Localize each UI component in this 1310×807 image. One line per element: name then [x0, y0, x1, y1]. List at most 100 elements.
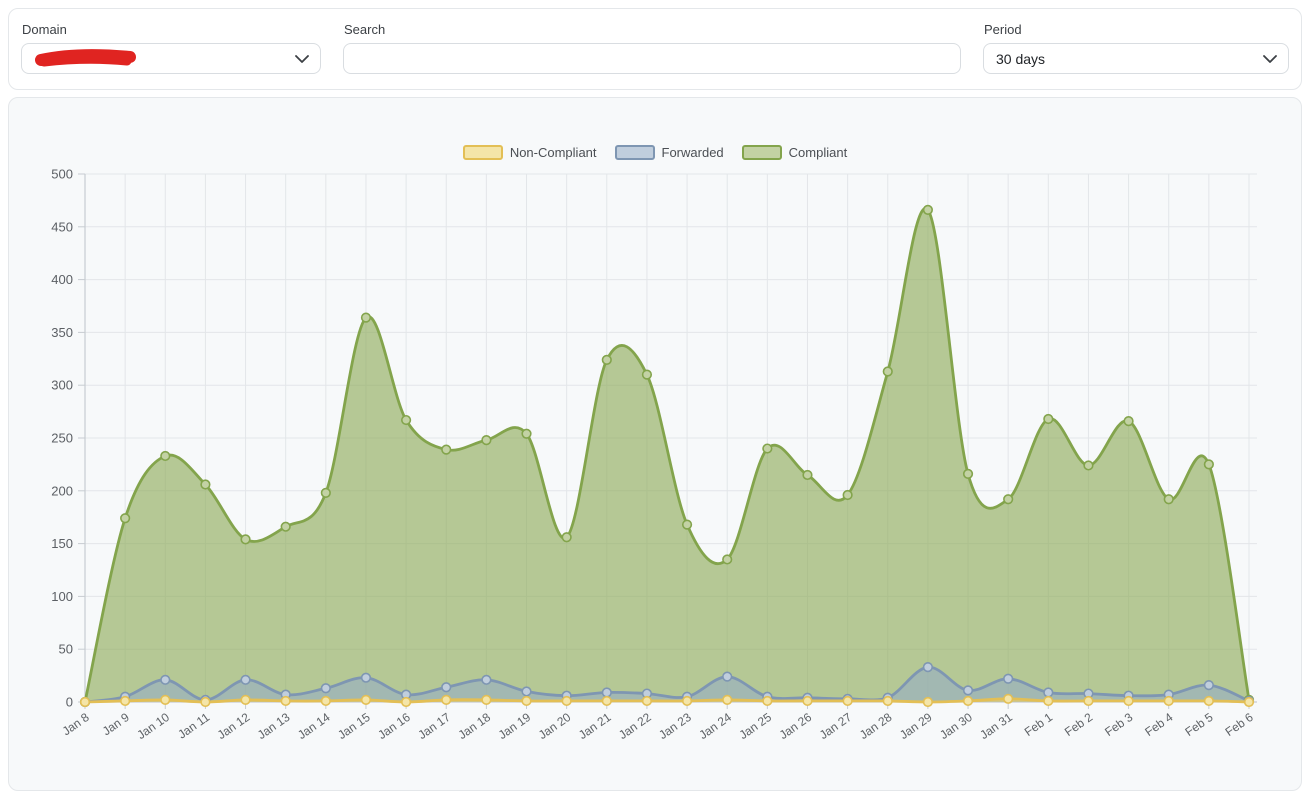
marker-compliant-jan-30[interactable] [962, 468, 974, 480]
marker-compliant-jan-31[interactable] [1003, 494, 1014, 505]
marker-compliant-jan-10[interactable] [160, 450, 171, 462]
marker-forwarded-jan-17[interactable] [441, 682, 452, 693]
marker-non-compliant-jan-9[interactable] [120, 695, 131, 707]
marker-forwarded-jan-29[interactable] [922, 662, 933, 673]
marker-compliant-feb-4[interactable] [1163, 494, 1174, 505]
marker-non-compliant-jan-15[interactable] [360, 694, 372, 705]
x-tick-label: Feb 2 [1062, 710, 1095, 739]
marker-non-compliant-jan-24[interactable] [722, 694, 733, 705]
marker-non-compliant-jan-18[interactable] [481, 694, 492, 705]
marker-non-compliant-feb-4[interactable] [1163, 695, 1174, 707]
x-tick-label: Jan 26 [777, 710, 815, 742]
x-tick-label: Jan 16 [375, 710, 413, 742]
marker-compliant-jan-28[interactable] [882, 366, 893, 377]
marker-forwarded-jan-31[interactable] [1003, 673, 1014, 684]
marker-compliant-jan-13[interactable] [280, 521, 291, 532]
period-field: Period 30 days [983, 21, 1289, 74]
marker-forwarded-jan-15[interactable] [360, 672, 372, 683]
marker-compliant-jan-9[interactable] [120, 513, 131, 524]
chevron-down-icon [1263, 54, 1277, 63]
marker-forwarded-feb-1[interactable] [1043, 687, 1054, 698]
marker-non-compliant-feb-3[interactable] [1123, 695, 1134, 707]
marker-compliant-feb-1[interactable] [1043, 413, 1054, 425]
marker-compliant-jan-27[interactable] [842, 489, 853, 501]
marker-forwarded-jan-19[interactable] [521, 686, 532, 697]
x-tick-label: Jan 31 [977, 710, 1015, 742]
legend-item-compliant[interactable]: Compliant [741, 145, 847, 160]
marker-non-compliant-jan-25[interactable] [762, 695, 773, 707]
search-input[interactable] [343, 43, 961, 74]
marker-compliant-jan-11[interactable] [200, 479, 211, 490]
y-tick-label: 400 [51, 272, 73, 287]
x-tick-label: Jan 28 [857, 710, 895, 742]
marker-non-compliant-jan-28[interactable] [882, 695, 893, 707]
marker-compliant-feb-3[interactable] [1123, 416, 1134, 427]
marker-compliant-jan-14[interactable] [320, 487, 331, 499]
marker-non-compliant-jan-27[interactable] [842, 695, 853, 707]
marker-compliant-jan-23[interactable] [681, 519, 693, 530]
marker-compliant-jan-19[interactable] [521, 428, 532, 439]
marker-compliant-jan-16[interactable] [401, 414, 412, 426]
marker-non-compliant-jan-10[interactable] [160, 694, 171, 705]
marker-compliant-jan-20[interactable] [561, 532, 572, 543]
marker-forwarded-jan-12[interactable] [240, 674, 251, 685]
marker-non-compliant-feb-1[interactable] [1043, 695, 1054, 707]
marker-forwarded-jan-10[interactable] [160, 674, 171, 685]
domain-select[interactable] [21, 43, 321, 74]
marker-non-compliant-jan-31[interactable] [1003, 693, 1014, 704]
marker-non-compliant-jan-12[interactable] [240, 694, 251, 705]
marker-non-compliant-jan-14[interactable] [320, 695, 331, 707]
y-tick-label: 250 [51, 431, 73, 446]
y-tick-label: 450 [51, 219, 73, 234]
marker-non-compliant-jan-29[interactable] [922, 696, 933, 708]
marker-non-compliant-jan-16[interactable] [401, 696, 412, 708]
y-tick-label: 50 [59, 642, 73, 657]
marker-compliant-feb-2[interactable] [1083, 460, 1094, 471]
chart-card: Non-Compliant Forwarded Compliant 0 50 100 15… [8, 97, 1302, 791]
marker-forwarded-jan-18[interactable] [481, 674, 492, 685]
marker-forwarded-jan-30[interactable] [962, 685, 974, 696]
marker-compliant-jan-12[interactable] [240, 534, 251, 545]
x-tick-label: Feb 3 [1102, 710, 1135, 739]
marker-non-compliant-jan-26[interactable] [802, 695, 813, 707]
marker-compliant-jan-29[interactable] [922, 204, 933, 216]
x-tick-label: Jan 14 [295, 710, 333, 742]
marker-compliant-jan-21[interactable] [601, 354, 612, 365]
marker-non-compliant-jan-30[interactable] [962, 695, 974, 707]
y-tick-label: 150 [51, 536, 73, 551]
legend-item-forwarded[interactable]: Forwarded [614, 145, 724, 160]
compliance-area-chart[interactable]: 0 50 100 150 200 250 300 350 400 450 500 Jan 8 Jan 9… [9, 98, 1301, 790]
x-tick-label: Jan 13 [255, 710, 293, 742]
marker-compliant-jan-26[interactable] [802, 469, 813, 481]
marker-compliant-jan-15[interactable] [360, 312, 372, 323]
marker-compliant-jan-24[interactable] [722, 554, 733, 565]
marker-compliant-jan-18[interactable] [481, 435, 492, 446]
marker-non-compliant-feb-6[interactable] [1243, 696, 1255, 708]
marker-non-compliant-feb-2[interactable] [1083, 695, 1094, 707]
period-label: Period [984, 22, 1022, 37]
marker-non-compliant-jan-20[interactable] [561, 695, 572, 707]
marker-non-compliant-jan-17[interactable] [441, 694, 452, 705]
marker-forwarded-jan-21[interactable] [601, 687, 612, 698]
y-tick-label: 0 [66, 695, 73, 710]
legend-swatch-compliant [741, 145, 782, 160]
domain-label: Domain [22, 22, 67, 37]
period-select[interactable]: 30 days [983, 43, 1289, 74]
marker-non-compliant-jan-13[interactable] [280, 695, 291, 707]
x-tick-label: Jan 10 [134, 710, 172, 742]
marker-non-compliant-jan-8[interactable] [79, 696, 91, 708]
marker-compliant-jan-25[interactable] [762, 443, 773, 454]
marker-non-compliant-jan-19[interactable] [521, 695, 532, 707]
marker-non-compliant-jan-23[interactable] [681, 695, 693, 707]
marker-non-compliant-jan-21[interactable] [601, 695, 612, 707]
marker-compliant-jan-22[interactable] [641, 369, 653, 380]
marker-forwarded-jan-24[interactable] [722, 671, 733, 682]
legend-item-non-compliant[interactable]: Non-Compliant [462, 145, 597, 160]
marker-compliant-jan-17[interactable] [441, 444, 452, 455]
marker-compliant-feb-5[interactable] [1203, 459, 1214, 470]
marker-non-compliant-jan-22[interactable] [641, 695, 653, 707]
marker-forwarded-jan-14[interactable] [320, 683, 331, 694]
marker-non-compliant-jan-11[interactable] [200, 696, 211, 708]
marker-forwarded-feb-5[interactable] [1203, 680, 1214, 691]
marker-non-compliant-feb-5[interactable] [1203, 695, 1214, 707]
